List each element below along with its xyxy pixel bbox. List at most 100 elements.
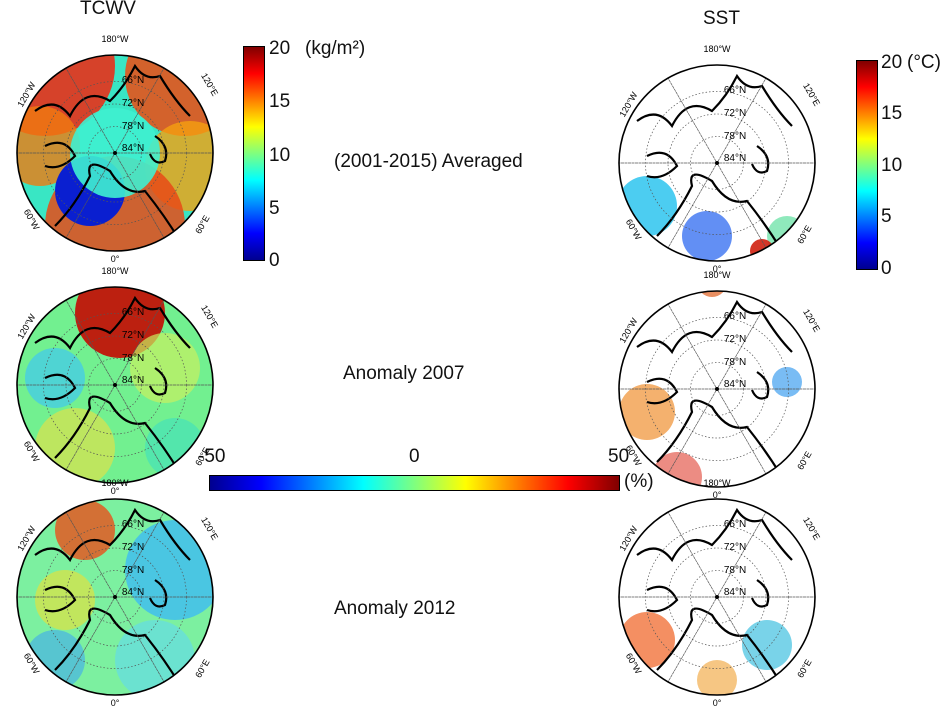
meridian-line — [667, 511, 767, 683]
tcwv-colorbar — [243, 46, 265, 261]
tcwv-column-title: TCWV — [80, 0, 136, 19]
longitude-label-bottom: 0° — [713, 490, 722, 500]
tcwv-tick-15: 15 — [269, 91, 291, 112]
coastline — [44, 141, 77, 169]
longitude-label-right_bottom: 60°E — [795, 450, 813, 472]
latitude-label-lat3: 78°N — [724, 565, 746, 576]
latitude-label-lat4: 84°N — [122, 587, 144, 598]
tcwv-map-averaged: 66°N 72°N 78°N 84°N 180°W 0° 120°W 60°W 120°E 60°… — [15, 26, 220, 264]
latitude-label-lat1: 66°N — [122, 519, 144, 530]
coastline — [656, 173, 783, 252]
coastline — [646, 377, 679, 405]
meridian-line — [65, 67, 165, 239]
meridian-line — [65, 299, 165, 471]
longitude-label-right_bottom: 60°E — [193, 446, 211, 468]
meridian-line — [65, 67, 165, 239]
north-pole-marker — [715, 161, 719, 165]
coastline — [636, 73, 793, 129]
tcwv-tick-5: 5 — [269, 198, 280, 219]
sst-unit: (°C) — [907, 52, 941, 73]
tcwv-unit: (kg/m²) — [305, 38, 366, 59]
latitude-label-lat3: 78°N — [724, 357, 746, 368]
meridian-line — [65, 299, 165, 471]
latitude-circle — [43, 81, 187, 225]
latitude-label-lat2: 72°N — [122, 330, 144, 341]
latitude-circle — [690, 136, 744, 190]
longitude-label-bottom: 0° — [713, 698, 722, 708]
sst-tick-5: 5 — [881, 206, 892, 227]
latitude-circle — [43, 525, 187, 669]
map-field-region — [145, 418, 205, 478]
anomaly-colorbar — [209, 475, 620, 491]
meridian-line — [667, 303, 767, 475]
latitude-label-lat1: 66°N — [724, 85, 746, 96]
polar-map-svg: 66°N72°N78°N84°N180°W0°120°W60°W120°E60°… — [617, 478, 822, 708]
meridian-line — [65, 511, 165, 683]
coastline — [646, 585, 679, 613]
meridian-line — [667, 77, 767, 249]
tcwv-map-anomaly-2007: 66°N 72°N 78°N 84°N 180°W 0° 120°W 60°W 120°E 60°… — [15, 258, 220, 496]
sst-map-anomaly-2012: 66°N 72°N 78°N 84°N 180°W 0° 120°W 60°W 120°E 60°… — [617, 470, 822, 708]
latitude-circle — [645, 317, 789, 461]
polar-map-svg: 66°N72°N78°N84°N180°W0°120°W60°W120°E60°… — [617, 44, 822, 274]
latitude-circle — [43, 313, 187, 457]
map-field-region — [130, 333, 200, 403]
latitude-label-lat3: 78°N — [122, 565, 144, 576]
longitude-label-right_top: 120°E — [199, 515, 220, 541]
meridian-line — [65, 511, 165, 683]
latitude-label-lat3: 78°N — [122, 353, 144, 364]
map-rim — [16, 498, 214, 696]
coastline — [44, 585, 77, 613]
map-field-region — [619, 176, 677, 236]
tcwv-map-anomaly-2012: 66°N 72°N 78°N 84°N 180°W 0° 120°W 60°W 120°E 60°… — [15, 470, 220, 708]
latitude-circle — [645, 525, 789, 669]
coastline — [148, 579, 168, 608]
tcwv-tick-10: 10 — [269, 145, 291, 166]
latitude-circle — [88, 358, 142, 412]
map-rim — [16, 54, 214, 252]
coastline — [34, 63, 191, 119]
map-field-region — [697, 660, 737, 695]
longitude-label-right_top: 120°E — [801, 307, 822, 333]
meridian-line — [667, 303, 767, 475]
north-pole-marker — [113, 595, 117, 599]
sst-tick-0: 0 — [881, 258, 892, 279]
latitude-label-lat1: 66°N — [122, 75, 144, 86]
latitude-label-lat4: 84°N — [724, 153, 746, 164]
polar-map-svg: 66°N72°N78°N84°N180°W0°120°W60°W120°E60°… — [15, 34, 220, 264]
map-rim — [618, 290, 816, 488]
longitude-label-right_bottom: 60°E — [795, 658, 813, 680]
latitude-circle — [690, 570, 744, 624]
coastline — [148, 367, 168, 396]
coastline — [34, 507, 191, 563]
longitude-label-right_top: 120°E — [199, 71, 220, 97]
coastline — [656, 399, 783, 478]
sst-map-anomaly-2007: 66°N 72°N 78°N 84°N 180°W 0° 120°W 60°W 120°E 60°… — [617, 262, 822, 500]
anomaly-tick-max: 50 — [608, 446, 630, 467]
latitude-label-lat3: 78°N — [122, 121, 144, 132]
map-field-region — [55, 500, 115, 560]
longitude-label-top: 180°W — [101, 34, 129, 44]
polar-map-svg: 66°N72°N78°N84°N180°W0°120°W60°W120°E60°… — [617, 270, 822, 500]
tcwv-tick-0: 0 — [269, 250, 280, 271]
sst-colorbar — [856, 60, 878, 270]
latitude-label-lat2: 72°N — [122, 98, 144, 109]
coastline — [54, 607, 181, 686]
longitude-label-right_bottom: 60°E — [795, 224, 813, 246]
map-rim — [16, 286, 214, 484]
latitude-label-lat2: 72°N — [122, 542, 144, 553]
coastline — [750, 371, 770, 400]
coastline — [44, 373, 77, 401]
coastline — [646, 151, 679, 179]
latitude-label-lat1: 66°N — [724, 519, 746, 530]
sst-tick-15: 15 — [881, 103, 903, 124]
polar-map-svg: 66°N72°N78°N84°N180°W0°120°W60°W120°E60°… — [15, 266, 220, 496]
latitude-label-lat4: 84°N — [724, 379, 746, 390]
north-pole-marker — [113, 151, 117, 155]
polar-map-svg: 66°N72°N78°N84°N180°W0°120°W60°W120°E60°… — [15, 478, 220, 708]
meridian-line — [667, 77, 767, 249]
latitude-label-lat3: 78°N — [724, 131, 746, 142]
meridian-line — [667, 303, 767, 475]
anomaly-tick-zero: 0 — [409, 446, 420, 467]
meridian-line — [65, 511, 165, 683]
